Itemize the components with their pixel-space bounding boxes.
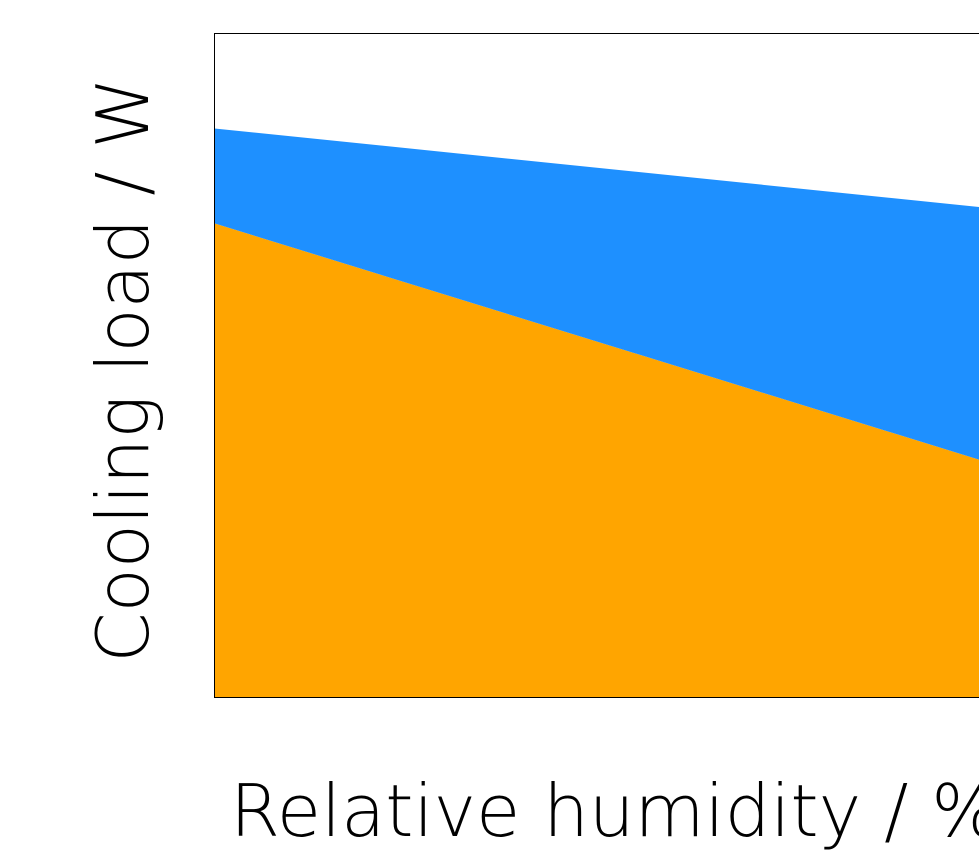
area-series-1 — [214, 223, 979, 698]
areas-layer — [214, 128, 979, 698]
area-series-2 — [214, 128, 979, 460]
y-axis-title: Cooling load / W — [81, 77, 165, 662]
x-axis-title: Relative humidity / % — [230, 769, 979, 853]
plot-frame — [214, 33, 979, 698]
